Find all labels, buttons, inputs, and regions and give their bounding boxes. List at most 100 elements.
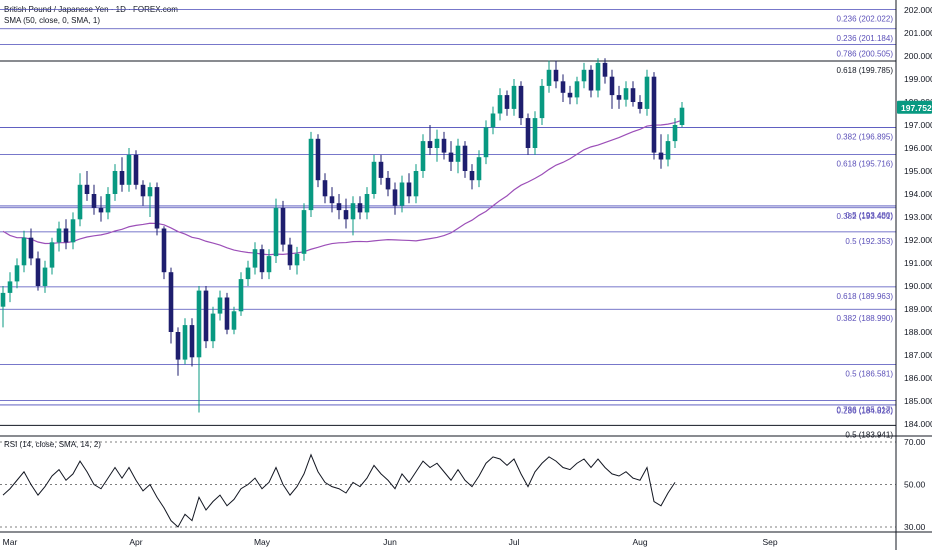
- candle-body: [329, 196, 335, 204]
- candle-body: [350, 203, 356, 220]
- candle-body: [385, 177, 391, 190]
- fib-level-label: 0.786 (185.017): [837, 406, 894, 415]
- rsi-tick-label: 30.00: [904, 522, 926, 532]
- price-tick-label: 191.000: [904, 258, 932, 268]
- candle-body: [252, 249, 258, 268]
- price-tick-label: 202.000: [904, 5, 932, 15]
- fib-level-label: 0.618 (199.785): [837, 66, 894, 75]
- candle-body: [224, 297, 230, 330]
- candle-body: [147, 187, 153, 197]
- time-tick-label: Aug: [632, 537, 647, 547]
- price-tick-label: 192.000: [904, 235, 932, 245]
- candle-body: [357, 203, 363, 213]
- fib-level-label: 0.236 (184.828): [837, 407, 894, 416]
- fib-level-label: 0.5 (192.353): [845, 237, 893, 246]
- candle-body: [245, 267, 251, 280]
- candle-body: [70, 219, 76, 243]
- candle-body: [525, 118, 531, 148]
- sma-legend: SMA (50, close, 0, SMA, 1): [4, 16, 101, 25]
- candle-body: [483, 127, 489, 158]
- candle-body: [315, 138, 321, 181]
- candle-body: [175, 332, 181, 360]
- candle-body: [378, 161, 384, 178]
- candle-body: [343, 210, 349, 220]
- candle-body: [651, 76, 657, 153]
- candle-body: [476, 157, 482, 181]
- candle-body: [420, 141, 426, 171]
- fib-level-label: 0.5 (183.941): [845, 430, 893, 439]
- price-tick-label: 189.000: [904, 304, 932, 314]
- candle-body: [665, 141, 671, 160]
- candle-body: [630, 88, 636, 102]
- candle-body: [196, 290, 202, 358]
- candle-body: [322, 180, 328, 197]
- candle-body: [616, 95, 622, 100]
- candle-body: [7, 281, 13, 293]
- candle-body: [497, 95, 503, 114]
- candle-body: [203, 290, 209, 342]
- price-tick-label: 201.000: [904, 28, 932, 38]
- candle-body: [602, 62, 608, 77]
- price-tick-label: 197.000: [904, 120, 932, 130]
- candle-body: [609, 76, 615, 96]
- fib-level-label: 0.5 (186.581): [845, 370, 893, 379]
- candle-body: [406, 182, 412, 197]
- candle-body: [182, 325, 188, 360]
- candle-body: [273, 207, 279, 257]
- time-tick-label: Sep: [762, 537, 777, 547]
- time-tick-label: Mar: [3, 537, 18, 547]
- fib-level-label: 0.236 (202.022): [837, 14, 894, 23]
- fib-level-label: 0.382 (193.401): [837, 212, 894, 221]
- candle-body: [308, 138, 314, 211]
- candle-body: [469, 171, 475, 181]
- price-tick-label: 200.000: [904, 51, 932, 61]
- sma-line: [2, 119, 683, 256]
- time-tick-label: Apr: [129, 537, 142, 547]
- candle-body: [336, 203, 342, 211]
- candle-body: [532, 118, 538, 148]
- price-tick-label: 184.000: [904, 419, 932, 429]
- last-price-tag: [897, 100, 932, 114]
- candle-body: [77, 184, 83, 220]
- rsi-tick-label: 50.00: [904, 480, 926, 490]
- candle-body: [168, 272, 174, 332]
- candle-body: [91, 194, 97, 208]
- time-tick-label: Jul: [509, 537, 520, 547]
- candle-body: [294, 253, 300, 266]
- fib-levels: 0.236 (202.022) 0.236 (201.184) 0.786 (200…: [0, 9, 896, 439]
- price-tick-label: 195.000: [904, 166, 932, 176]
- candle-body: [518, 85, 524, 119]
- candle-body: [679, 107, 685, 125]
- price-axis[interactable]: 202.000201.000200.000199.000198.000197.0…: [897, 5, 932, 429]
- candle-body: [637, 102, 643, 109]
- price-tick-label: 196.000: [904, 143, 932, 153]
- candle-body: [560, 81, 566, 93]
- candle-body: [105, 194, 111, 213]
- rsi-panel: 70.00 50.00 30.00: [0, 435, 932, 532]
- candle-body: [266, 256, 272, 273]
- time-tick-label: May: [254, 537, 271, 547]
- candle-body: [287, 244, 293, 266]
- price-tick-label: 193.000: [904, 212, 932, 222]
- candle-body: [231, 311, 237, 330]
- candle-body: [588, 69, 594, 91]
- candle-body: [413, 171, 419, 197]
- candle-body: [140, 184, 146, 197]
- price-tick-label: 187.000: [904, 350, 932, 360]
- candle-body: [672, 125, 678, 142]
- fib-level-label: 0.382 (196.895): [837, 132, 894, 141]
- fib-level-label: 0.5 (193.480): [845, 211, 893, 220]
- candle-body: [112, 171, 118, 194]
- last-price-label: 197.752: [901, 103, 932, 113]
- time-tick-label: Jun: [383, 537, 397, 547]
- candle-body: [210, 313, 216, 342]
- fib-level-label: 0.382 (188.990): [837, 314, 894, 323]
- candle-body: [126, 154, 132, 185]
- candle-body: [455, 145, 461, 162]
- fib-level-label: 0.786 (200.505): [837, 49, 894, 58]
- candle-body: [63, 228, 69, 243]
- candle-body: [595, 62, 601, 91]
- fib-level-label: 0.618 (189.963): [837, 292, 894, 301]
